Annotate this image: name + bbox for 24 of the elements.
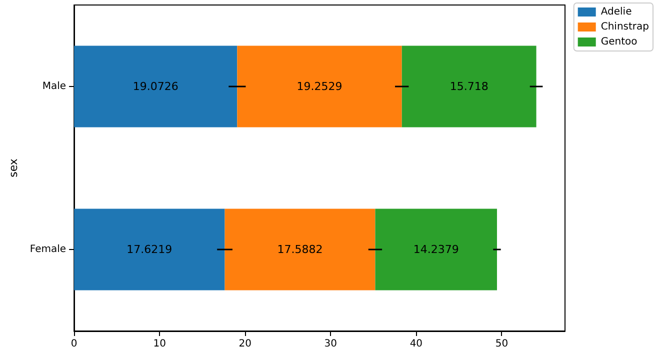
legend-label: Adelie xyxy=(600,6,632,18)
data-label: 14.2379 xyxy=(413,243,459,256)
x-tick-label: 10 xyxy=(153,338,166,350)
bar xyxy=(74,46,238,128)
y-tick-label: Female xyxy=(30,244,66,255)
x-tick-label: 30 xyxy=(324,338,338,350)
bar xyxy=(224,208,376,290)
bar xyxy=(375,208,497,290)
x-tick-label: 20 xyxy=(238,338,252,350)
x-tick-label: 50 xyxy=(495,338,508,350)
x-tick-label: 40 xyxy=(410,338,423,350)
x-tick-label: 0 xyxy=(70,338,78,350)
y-tick-label: Male xyxy=(42,81,66,92)
data-label: 19.0726 xyxy=(132,80,178,93)
data-label: 17.5882 xyxy=(277,243,323,256)
bar xyxy=(237,46,402,128)
y-axis-title: sex xyxy=(7,158,20,178)
data-label: 19.2529 xyxy=(296,80,342,93)
legend-label: Chinstrap xyxy=(600,22,649,32)
data-label: 15.718 xyxy=(450,80,488,93)
bar xyxy=(402,46,536,128)
data-label: 17.6219 xyxy=(126,243,172,256)
legend-label: Gentoo xyxy=(600,36,638,48)
bar xyxy=(74,208,225,290)
